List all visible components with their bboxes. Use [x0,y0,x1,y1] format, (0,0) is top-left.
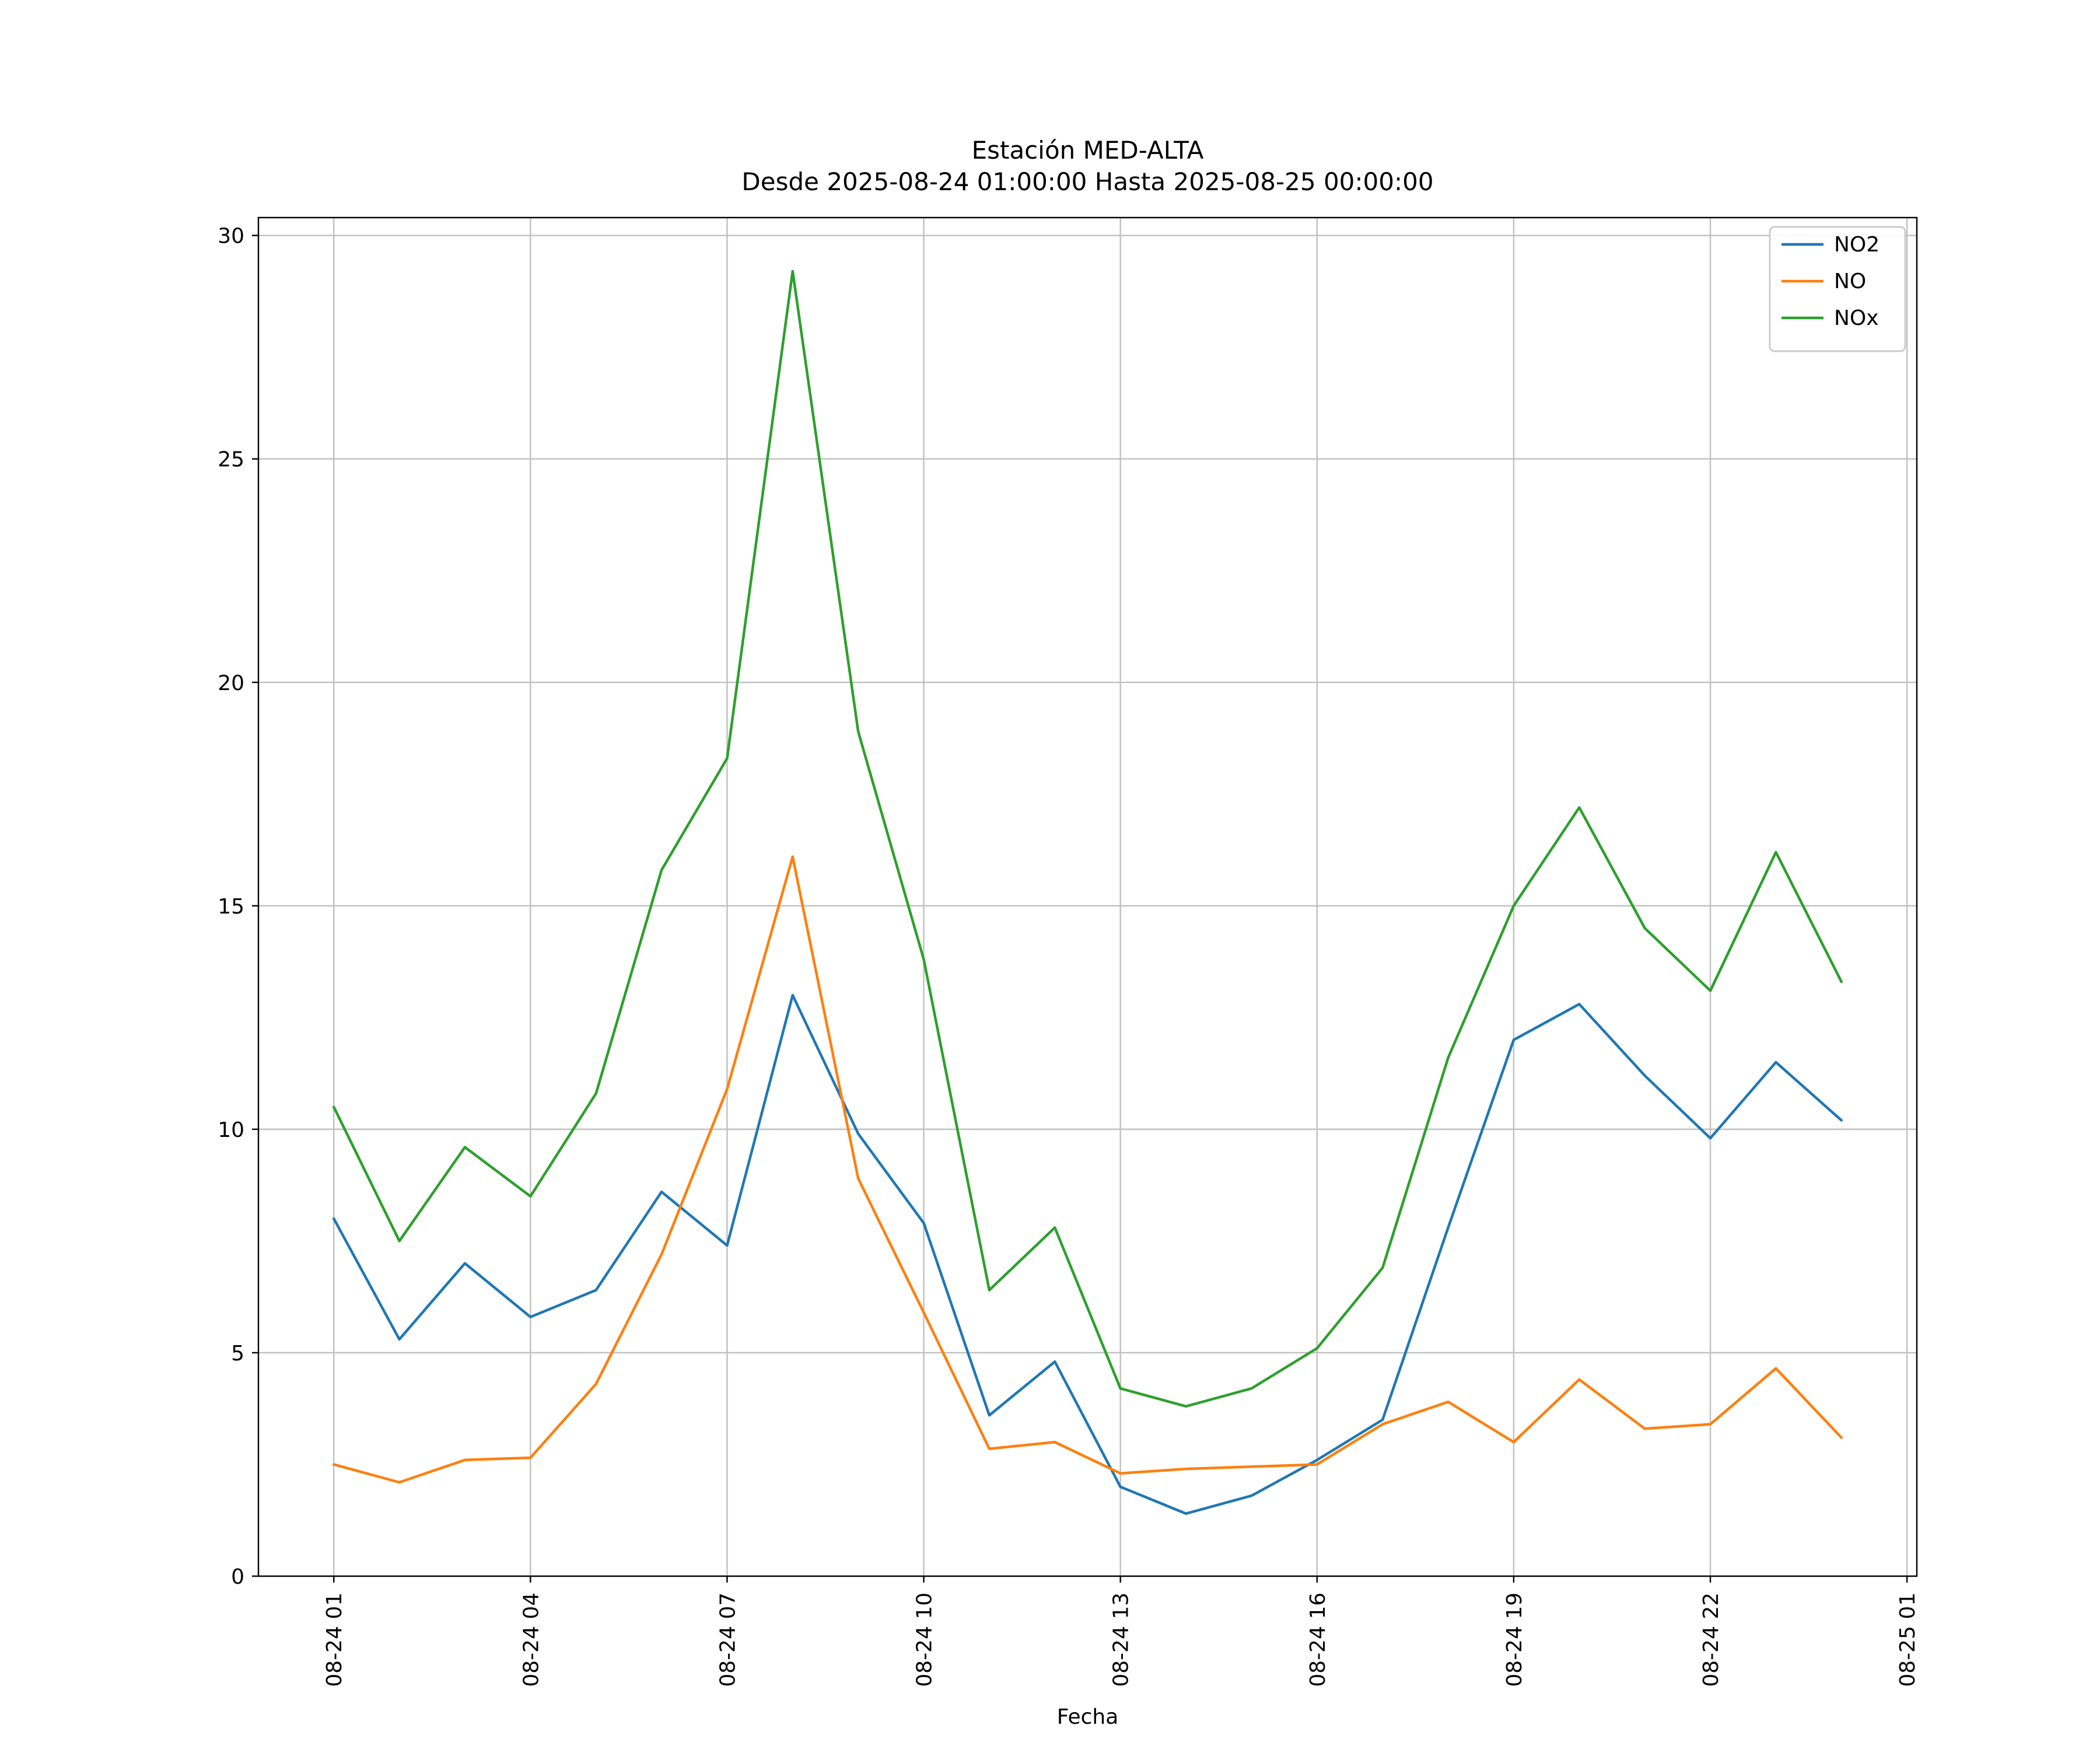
legend: NO2 NO NOx [1769,226,1906,352]
x-tick-label: 08-24 13 [1110,1592,1133,1687]
legend-label-NO2: NO2 [1834,233,1880,257]
x-tick-label: 08-25 01 [1896,1592,1920,1687]
x-axis-label: Fecha [1057,1705,1119,1729]
series-line-NOx [332,270,1843,1408]
series-line-NO [332,855,1843,1484]
y-tick-label: 5 [231,1342,244,1366]
x-tick-label: 08-24 19 [1503,1592,1527,1687]
x-tick-label: 08-24 10 [913,1592,937,1687]
x-tick-label: 08-24 04 [519,1592,543,1687]
tick-marks [252,235,1908,1583]
x-tick-label: 08-24 22 [1699,1592,1723,1687]
y-tick-label: 0 [231,1565,244,1589]
chart-title: Estación MED-ALTA [972,136,1204,164]
y-tick-label: 20 [218,671,244,695]
y-tick-label: 10 [218,1118,244,1142]
legend-label-NOx: NOx [1834,306,1879,330]
legend-box [1769,226,1906,352]
x-tick-label: 08-24 01 [323,1592,346,1687]
y-tick-label: 15 [218,895,244,919]
axes-spines [257,216,1918,1577]
chart-subtitle: Desde 2025-08-24 01:00:00 Hasta 2025-08-… [741,167,1433,196]
y-tick-label: 30 [218,225,244,249]
y-tick-label: 25 [218,448,244,472]
x-tick-label: 08-24 16 [1306,1592,1330,1687]
x-tick-label: 08-24 07 [716,1592,740,1687]
legend-label-NO: NO [1834,270,1866,293]
series-line-NO2 [332,993,1843,1515]
